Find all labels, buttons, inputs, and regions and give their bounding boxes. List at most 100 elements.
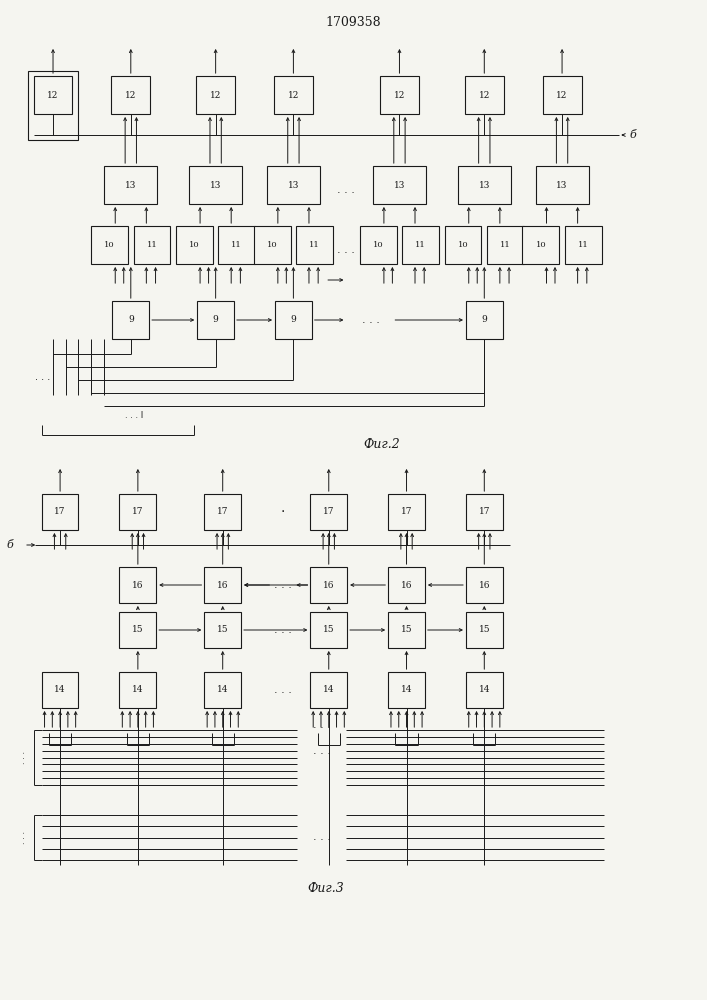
Bar: [310, 612, 347, 648]
Text: Фиг.3: Фиг.3: [307, 882, 344, 894]
Text: 17: 17: [132, 508, 144, 516]
Text: 12: 12: [47, 91, 59, 100]
Bar: [487, 226, 524, 264]
Bar: [119, 672, 156, 708]
Text: . . . I: . . . I: [125, 410, 144, 420]
Text: ·: ·: [281, 505, 285, 519]
Bar: [360, 226, 397, 264]
Bar: [42, 672, 78, 708]
Text: 17: 17: [323, 508, 334, 516]
Text: 12: 12: [479, 91, 490, 100]
Bar: [296, 226, 333, 264]
Bar: [458, 166, 510, 204]
Bar: [310, 672, 347, 708]
Text: 15: 15: [217, 626, 228, 635]
Text: Фиг.2: Фиг.2: [363, 438, 400, 452]
Text: 14: 14: [132, 686, 144, 694]
Bar: [388, 494, 425, 530]
Text: 11: 11: [500, 241, 511, 249]
Text: 14: 14: [479, 686, 490, 694]
Text: . . .: . . .: [312, 832, 331, 842]
Text: . . .: . . .: [337, 245, 356, 255]
Text: . . .: . . .: [337, 185, 356, 195]
Bar: [189, 166, 242, 204]
Text: 9: 9: [291, 316, 296, 324]
Text: 10: 10: [104, 241, 115, 249]
Bar: [274, 76, 312, 114]
Bar: [28, 71, 78, 140]
Text: 13: 13: [210, 180, 221, 190]
Text: 15: 15: [401, 626, 412, 635]
Text: . . .: . . .: [274, 580, 292, 590]
Text: . . .: . . .: [362, 315, 380, 325]
Bar: [275, 301, 312, 339]
Text: 11: 11: [415, 241, 426, 249]
Text: . . .: . . .: [312, 720, 331, 730]
Text: . . .: . . .: [274, 685, 292, 695]
Bar: [310, 567, 347, 603]
Text: . . .: . . .: [18, 831, 27, 844]
Bar: [34, 76, 73, 114]
Text: 10: 10: [189, 241, 200, 249]
Text: 16: 16: [479, 580, 490, 589]
Text: · · ·: · · ·: [35, 375, 50, 385]
Text: 11: 11: [578, 241, 589, 249]
Bar: [310, 494, 347, 530]
Text: 13: 13: [288, 180, 299, 190]
Bar: [112, 301, 149, 339]
Bar: [119, 567, 156, 603]
Text: 10: 10: [373, 241, 384, 249]
Bar: [91, 226, 128, 264]
Text: 14: 14: [54, 686, 66, 694]
Text: 12: 12: [210, 91, 221, 100]
Bar: [536, 166, 588, 204]
Bar: [543, 76, 582, 114]
Bar: [445, 226, 481, 264]
Bar: [466, 672, 503, 708]
Text: 9: 9: [213, 316, 218, 324]
Text: 14: 14: [401, 686, 412, 694]
Bar: [197, 301, 234, 339]
Bar: [42, 494, 78, 530]
Text: 13: 13: [125, 180, 136, 190]
Bar: [204, 567, 241, 603]
Bar: [218, 226, 255, 264]
Text: 11: 11: [231, 241, 243, 249]
Bar: [466, 612, 503, 648]
Bar: [466, 301, 503, 339]
Text: 9: 9: [481, 316, 487, 324]
Bar: [176, 226, 213, 264]
Text: 17: 17: [54, 508, 66, 516]
Bar: [522, 226, 559, 264]
Text: . . .: . . .: [312, 746, 331, 756]
Text: 13: 13: [479, 180, 490, 190]
Text: 12: 12: [556, 91, 568, 100]
Text: 1709358: 1709358: [326, 15, 381, 28]
Text: . . .: . . .: [274, 625, 292, 635]
Text: 14: 14: [217, 686, 228, 694]
Bar: [119, 612, 156, 648]
Bar: [388, 612, 425, 648]
Text: 15: 15: [132, 626, 144, 635]
Text: 10: 10: [267, 241, 278, 249]
Bar: [105, 166, 157, 204]
Text: 14: 14: [323, 686, 334, 694]
Bar: [402, 226, 439, 264]
Bar: [254, 226, 291, 264]
Bar: [134, 226, 170, 264]
Bar: [373, 166, 426, 204]
Bar: [565, 226, 602, 264]
Bar: [466, 567, 503, 603]
Bar: [466, 494, 503, 530]
Text: 15: 15: [479, 626, 490, 635]
Bar: [388, 672, 425, 708]
Text: 16: 16: [401, 580, 412, 589]
Text: 11: 11: [309, 241, 320, 249]
Bar: [204, 494, 241, 530]
Text: 13: 13: [394, 180, 405, 190]
Text: . . .: . . .: [18, 751, 27, 764]
Text: 11: 11: [146, 241, 158, 249]
Bar: [119, 494, 156, 530]
Text: 12: 12: [125, 91, 136, 100]
Text: 9: 9: [128, 316, 134, 324]
